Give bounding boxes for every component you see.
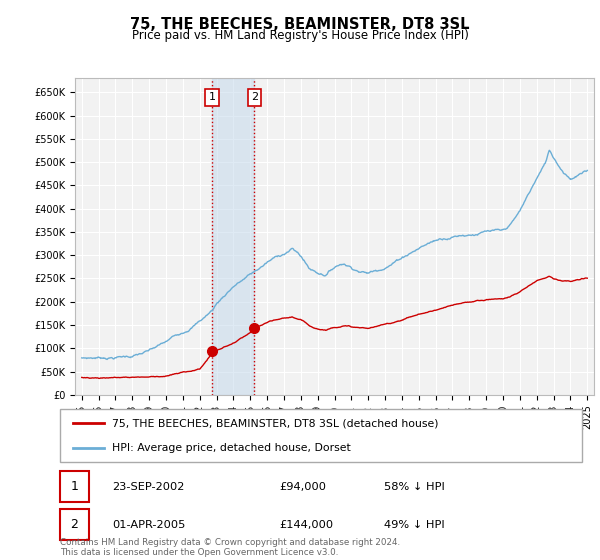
Text: £94,000: £94,000 xyxy=(279,482,326,492)
Text: Contains HM Land Registry data © Crown copyright and database right 2024.
This d: Contains HM Land Registry data © Crown c… xyxy=(60,538,400,557)
Text: 75, THE BEECHES, BEAMINSTER, DT8 3SL: 75, THE BEECHES, BEAMINSTER, DT8 3SL xyxy=(130,17,470,32)
Text: 01-APR-2005: 01-APR-2005 xyxy=(112,520,185,530)
Text: 1: 1 xyxy=(70,480,78,493)
Text: 23-SEP-2002: 23-SEP-2002 xyxy=(112,482,185,492)
Text: £144,000: £144,000 xyxy=(279,520,334,530)
Text: 75, THE BEECHES, BEAMINSTER, DT8 3SL (detached house): 75, THE BEECHES, BEAMINSTER, DT8 3SL (de… xyxy=(112,418,439,428)
Text: 49% ↓ HPI: 49% ↓ HPI xyxy=(383,520,445,530)
Text: HPI: Average price, detached house, Dorset: HPI: Average price, detached house, Dors… xyxy=(112,442,351,452)
Text: Price paid vs. HM Land Registry's House Price Index (HPI): Price paid vs. HM Land Registry's House … xyxy=(131,29,469,42)
FancyBboxPatch shape xyxy=(60,472,89,502)
Bar xyxy=(212,78,254,395)
Text: 2: 2 xyxy=(70,518,78,531)
FancyBboxPatch shape xyxy=(60,510,89,540)
FancyBboxPatch shape xyxy=(60,409,582,462)
Text: 1: 1 xyxy=(208,92,215,102)
Text: 58% ↓ HPI: 58% ↓ HPI xyxy=(383,482,445,492)
Text: 2: 2 xyxy=(251,92,258,102)
